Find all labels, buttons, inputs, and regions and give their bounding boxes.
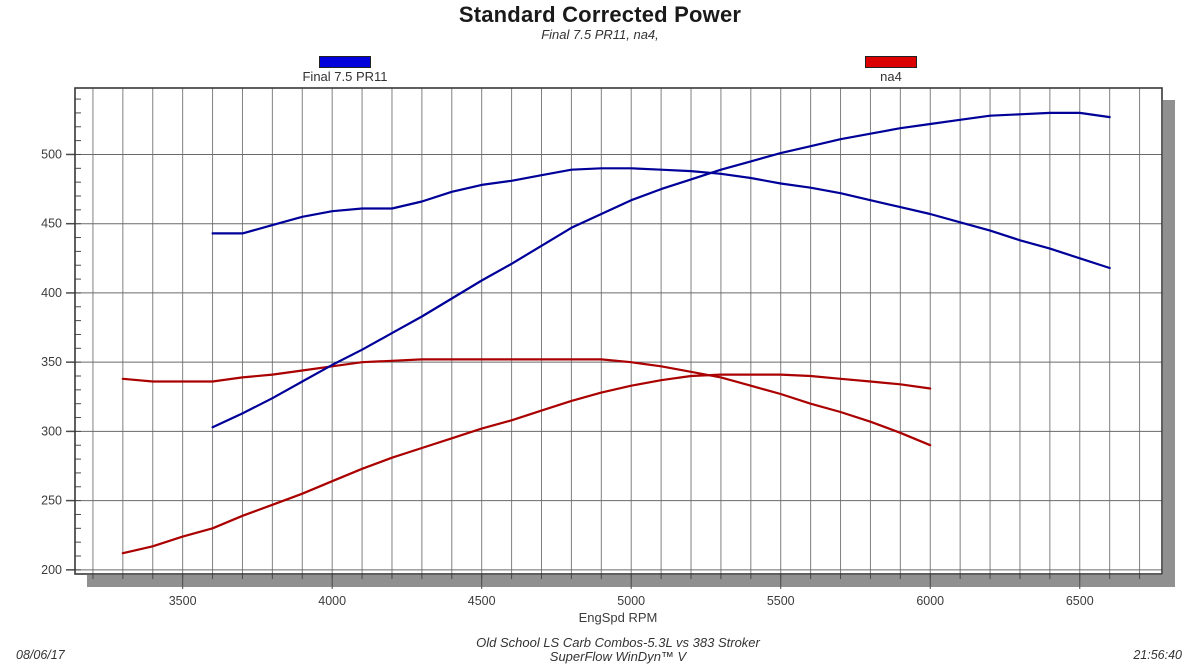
series-line-3 (211, 111, 1111, 429)
footer-center: Old School LS Carb Combos-5.3L vs 383 St… (0, 636, 1200, 664)
footer-date: 08/06/17 (16, 648, 65, 662)
grid-lines (75, 88, 1162, 574)
x-tick-label: 4500 (468, 594, 496, 608)
series-line-0 (121, 358, 932, 447)
y-tick-label: 350 (41, 355, 62, 369)
plot-border (74, 87, 1163, 575)
series-lines (121, 111, 1111, 555)
axis-ticks (66, 98, 1141, 589)
page-title: Standard Corrected Power (458, 2, 742, 27)
x-tick-label: 4000 (318, 594, 346, 608)
footer-test-title: Old School LS Carb Combos-5.3L vs 383 St… (476, 635, 760, 650)
legend-item-na4: na4 (830, 56, 952, 84)
page-subtitle: Final 7.5 PR11, na4, (541, 27, 659, 42)
legend-item-final-75-pr11: Final 7.5 PR11 (284, 56, 406, 84)
series-line-1 (121, 373, 932, 555)
y-tick-label: 300 (41, 424, 62, 438)
x-axis-label: EngSpd RPM (578, 610, 658, 625)
y-tick-label: 400 (41, 286, 62, 300)
x-tick-label: 5000 (617, 594, 645, 608)
x-tick-label: 6500 (1066, 594, 1094, 608)
legend-label: na4 (880, 69, 902, 84)
series-line-2 (211, 167, 1111, 270)
y-tick-label: 500 (41, 147, 62, 161)
x-tick-label: 5500 (767, 594, 795, 608)
footer-time: 21:56:40 (1133, 648, 1182, 662)
x-tick-label: 3500 (169, 594, 197, 608)
footer-software-line: SuperFlow WinDyn™ V (549, 649, 687, 664)
legend-swatch-red (865, 56, 917, 68)
legend-swatch-blue (319, 56, 371, 68)
tick-labels: 3500 4000 4500 5000 5500 6000 6500 200 250 300 350… (41, 147, 1094, 608)
y-tick-label: 250 (41, 494, 62, 508)
y-tick-label: 450 (41, 217, 62, 231)
y-tick-label: 200 (41, 563, 62, 577)
x-tick-label: 6000 (916, 594, 944, 608)
legend-label: Final 7.5 PR11 (302, 69, 388, 84)
